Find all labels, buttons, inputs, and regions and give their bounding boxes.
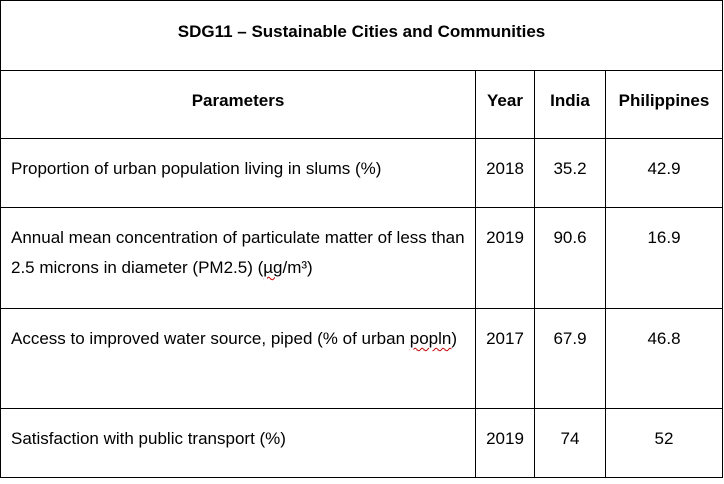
table-title-cell: SDG11 – Sustainable Cities and Communiti… xyxy=(0,0,723,71)
table-row: Annual mean concentration of particulate… xyxy=(0,207,723,309)
india-cell: 67.9 xyxy=(534,308,606,409)
header-parameters: Parameters xyxy=(0,70,476,139)
header-year: Year xyxy=(475,70,535,139)
spellcheck-underlined-word: µg xyxy=(263,258,283,277)
year-cell: 2018 xyxy=(475,138,535,208)
india-cell: 35.2 xyxy=(534,138,606,208)
table-row: Access to improved water source, piped (… xyxy=(0,308,723,409)
parameter-cell: Annual mean concentration of particulate… xyxy=(0,207,476,309)
parameter-cell: Satisfaction with public transport (%) xyxy=(0,408,476,478)
india-cell: 90.6 xyxy=(534,207,606,309)
philippines-cell: 46.8 xyxy=(605,308,723,409)
table-row: Satisfaction with public transport (%) 2… xyxy=(0,408,723,478)
header-philippines: Philippines xyxy=(605,70,723,139)
india-cell: 74 xyxy=(534,408,606,478)
header-india: India xyxy=(534,70,606,139)
spellcheck-underlined-word: popln xyxy=(409,329,452,348)
year-cell: 2017 xyxy=(475,308,535,409)
header-row: Parameters Year India Philippines xyxy=(0,70,723,139)
philippines-cell: 52 xyxy=(605,408,723,478)
title-row: SDG11 – Sustainable Cities and Communiti… xyxy=(0,0,723,71)
table-row: Proportion of urban population living in… xyxy=(0,138,723,208)
philippines-cell: 42.9 xyxy=(605,138,723,208)
parameter-cell: Proportion of urban population living in… xyxy=(0,138,476,208)
year-cell: 2019 xyxy=(475,408,535,478)
table-title: SDG11 – Sustainable Cities and Communiti… xyxy=(177,22,546,41)
parameter-cell: Access to improved water source, piped (… xyxy=(0,308,476,409)
year-cell: 2019 xyxy=(475,207,535,309)
philippines-cell: 16.9 xyxy=(605,207,723,309)
